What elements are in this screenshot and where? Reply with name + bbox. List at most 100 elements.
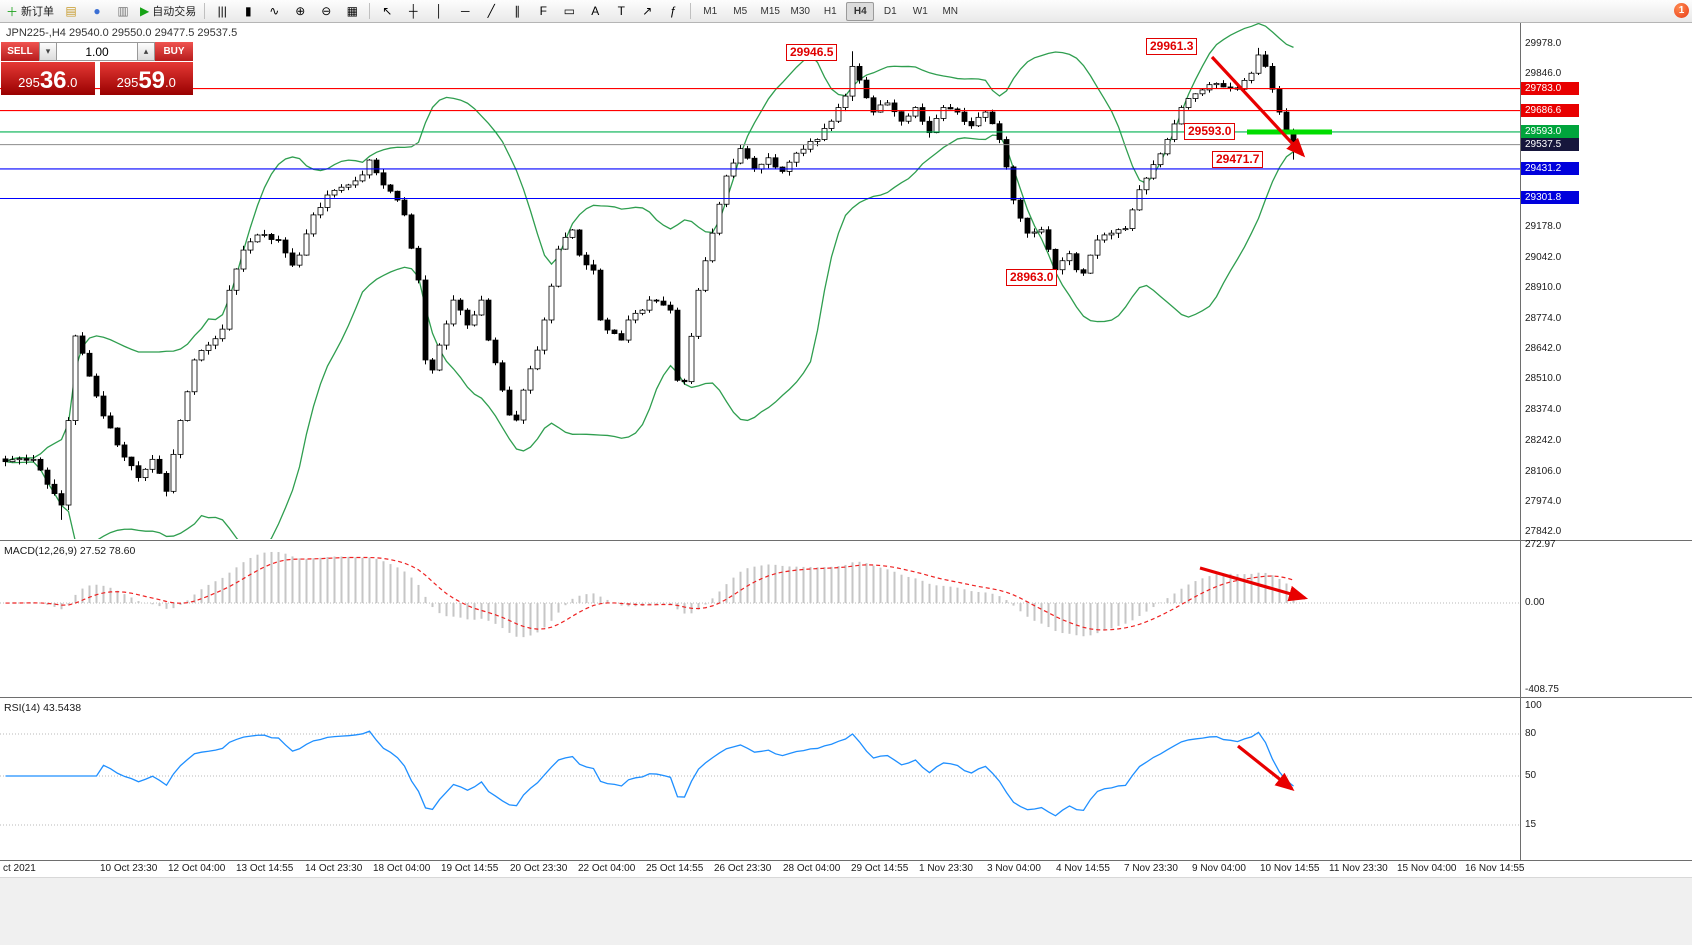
- new-chart-button[interactable]: ▤: [59, 1, 83, 21]
- buy-price-button[interactable]: 295 59.0: [99, 62, 193, 95]
- time-axis: ct 2021 10 Oct 23:30 12 Oct 04:00 13 Oct 14…: [0, 861, 1525, 878]
- price-axis-badge: 29431.2: [1521, 161, 1579, 175]
- text-label-tool-button[interactable]: T: [609, 1, 633, 21]
- crosshair-tool-icon: ┼: [408, 4, 418, 18]
- rsi-indicator-label: RSI(14) 43.5438: [4, 702, 82, 714]
- profiles-button[interactable]: ●: [85, 1, 109, 21]
- sell-price-button[interactable]: 295 36.0: [1, 62, 95, 95]
- timeframe-m30-button[interactable]: M30: [790, 5, 810, 17]
- axis-label: 80: [1525, 728, 1537, 739]
- time-axis-label: 18 Oct 04:00: [373, 863, 431, 874]
- time-axis-label: 16 Nov 14:55: [1465, 863, 1525, 874]
- toolbar: ＋新订单 ▤ ● ▥ ▶ 自动交易 ||| ▮ ∿ ⊕ ⊖ ▦ ↖ ┼ │ ─ ╱ ∥ F ▭ A T ↗ ƒ M1 M5 M15 M…: [0, 0, 1692, 23]
- buy-button[interactable]: BUY: [155, 42, 193, 61]
- autotrading-button[interactable]: ▶ 自动交易: [137, 1, 199, 21]
- axis-label: 27974.0: [1525, 495, 1562, 507]
- axis-label: 28642.0: [1525, 343, 1562, 355]
- fibonacci-tool-button[interactable]: F: [531, 1, 555, 21]
- volume-increase-button[interactable]: ▴: [137, 42, 155, 61]
- price-axis-badge: 29593.0: [1521, 124, 1579, 138]
- timeframe-d1-button[interactable]: D1: [883, 5, 897, 17]
- axis-label: 28774.0: [1525, 313, 1562, 325]
- bar-chart-icon: |||: [217, 4, 227, 18]
- text-label-tool-icon: T: [617, 4, 625, 18]
- time-axis-label: 25 Oct 14:55: [646, 863, 704, 874]
- vertical-line-tool-button[interactable]: │: [427, 1, 451, 21]
- zoom-out-icon: ⊖: [321, 4, 332, 18]
- line-chart-icon: ∿: [269, 4, 280, 18]
- price-annotation[interactable]: 29471.7: [1212, 151, 1264, 168]
- tile-windows-button[interactable]: ▦: [340, 1, 364, 21]
- timeframe-w1-button[interactable]: W1: [912, 5, 928, 17]
- axis-label: 272.97: [1525, 539, 1556, 550]
- volume-decrease-button[interactable]: ▾: [39, 42, 57, 61]
- timeframe-m1-button[interactable]: M1: [703, 5, 718, 17]
- time-axis-label: 3 Nov 04:00: [987, 863, 1041, 874]
- arrows-tool-button[interactable]: ↗: [635, 1, 659, 21]
- sell-price-suffix: .0: [66, 75, 78, 90]
- timeframe-h1-button[interactable]: H1: [823, 5, 837, 17]
- axis-label: 28374.0: [1525, 404, 1562, 416]
- zoom-out-button[interactable]: ⊖: [314, 1, 338, 21]
- price-annotation[interactable]: 29946.5: [786, 44, 838, 61]
- crosshair-tool-button[interactable]: ┼: [401, 1, 425, 21]
- time-axis-label: ct 2021: [3, 863, 36, 874]
- time-axis-label: 10 Nov 14:55: [1260, 863, 1320, 874]
- timeframe-mn-button[interactable]: MN: [942, 5, 959, 17]
- indicators-button[interactable]: ƒ: [661, 1, 685, 21]
- new-order-button[interactable]: ＋新订单: [3, 1, 57, 21]
- time-axis-label: 9 Nov 04:00: [1192, 863, 1246, 874]
- axis-label: 28242.0: [1525, 434, 1562, 446]
- toolbar-separator: [204, 3, 206, 19]
- axis-label: 29042.0: [1525, 251, 1562, 263]
- axis-label: 27842.0: [1525, 526, 1562, 537]
- data-window-icon: ▥: [117, 4, 129, 18]
- candlestick-chart-button[interactable]: ▮: [236, 1, 260, 21]
- axis-label: 50: [1525, 770, 1537, 781]
- indicators-icon: ƒ: [669, 4, 677, 18]
- price-axis-badge: 29301.8: [1521, 191, 1579, 205]
- volume-input[interactable]: 1.00: [57, 42, 137, 61]
- bar-chart-button[interactable]: |||: [210, 1, 234, 21]
- trendline-tool-button[interactable]: ╱: [479, 1, 503, 21]
- buy-price-suffix: .0: [165, 75, 176, 90]
- axis-label: 28910.0: [1525, 282, 1562, 293]
- time-axis-label: 20 Oct 23:30: [510, 863, 568, 874]
- horizontal-line-tool-button[interactable]: ─: [453, 1, 477, 21]
- text-tool-button[interactable]: A: [583, 1, 607, 21]
- axis-label: 100: [1525, 700, 1542, 711]
- timeframe-m15-button[interactable]: M15: [760, 5, 780, 17]
- data-window-button[interactable]: ▥: [111, 1, 135, 21]
- time-axis-label: 26 Oct 23:30: [714, 863, 772, 874]
- cursor-tool-button[interactable]: ↖: [375, 1, 399, 21]
- timeframe-h4-button[interactable]: H4: [846, 1, 875, 21]
- zoom-in-icon: ⊕: [295, 4, 306, 18]
- zoom-in-button[interactable]: ⊕: [288, 1, 312, 21]
- toolbar-separator: [690, 3, 692, 19]
- price-annotation[interactable]: 29961.3: [1146, 38, 1198, 55]
- chart-background: [0, 22, 1692, 878]
- notification-badge[interactable]: 1: [1674, 3, 1689, 18]
- shapes-tool-button[interactable]: ▭: [557, 1, 581, 21]
- toolbar-buttons: ＋新订单 ▤ ● ▥ ▶ 自动交易 ||| ▮ ∿ ⊕ ⊖ ▦ ↖ ┼ │ ─ ╱ ∥ F ▭ A T ↗ ƒ M1 M5 M15 M…: [2, 1, 965, 21]
- new-chart-icon: ▤: [65, 4, 77, 18]
- candlestick-chart-icon: ▮: [244, 4, 252, 18]
- time-axis-label: 15 Nov 04:00: [1397, 863, 1457, 874]
- axis-label: -408.75: [1525, 684, 1559, 695]
- symbol-ohlc-header: JPN225-,H4 29540.0 29550.0 29477.5 29537…: [6, 27, 238, 39]
- price-annotation[interactable]: 29593.0: [1184, 123, 1236, 140]
- channel-tool-icon: ∥: [514, 4, 521, 18]
- axis-label: 15: [1525, 819, 1537, 830]
- time-axis-label: 4 Nov 14:55: [1056, 863, 1110, 874]
- sell-button[interactable]: SELL: [1, 42, 39, 61]
- line-chart-button[interactable]: ∿: [262, 1, 286, 21]
- price-annotation[interactable]: 28963.0: [1006, 269, 1058, 286]
- channel-tool-button[interactable]: ∥: [505, 1, 529, 21]
- time-axis-label: 14 Oct 23:30: [305, 863, 363, 874]
- time-axis-label: 22 Oct 04:00: [578, 863, 636, 874]
- timeframe-m5-button[interactable]: M5: [733, 5, 748, 17]
- cursor-tool-icon: ↖: [382, 4, 393, 18]
- tile-windows-icon: ▦: [346, 4, 358, 18]
